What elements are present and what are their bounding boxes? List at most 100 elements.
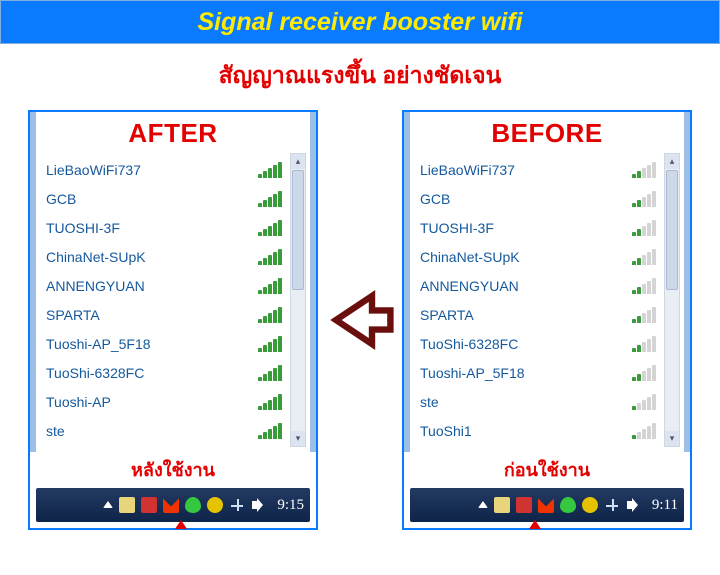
signal-icon [258,365,282,381]
subheading: สัญญาณแรงขึ้น อย่างชัดเจน [0,58,720,94]
network-name: LieBaoWiFi737 [46,162,141,178]
signal-icon [258,220,282,236]
signal-icon [632,423,656,439]
tray-show-hidden-icon[interactable] [478,496,488,508]
after-network-list-area: LieBaoWiFi737 GCB TUOSHI-3F ChinaNet-SUp… [40,153,306,447]
network-name: ANNENGYUAN [46,278,145,294]
signal-icon [258,191,282,207]
signal-icon [258,278,282,294]
network-row[interactable]: SPARTA [44,300,284,329]
network-row[interactable]: ste [44,416,284,445]
before-heading: BEFORE [404,118,690,149]
after-network-list: LieBaoWiFi737 GCB TUOSHI-3F ChinaNet-SUp… [40,153,286,447]
network-name: ChinaNet-SUpK [420,249,520,265]
tray-shield-icon[interactable] [560,497,576,513]
network-row[interactable]: GCB [44,184,284,213]
tray-flag-icon[interactable] [516,497,532,513]
tray-circle-icon[interactable] [207,497,223,513]
network-row[interactable]: Tuoshi-AP_5F18 [418,358,658,387]
tray-network-icon[interactable] [229,497,245,513]
signal-icon [632,365,656,381]
network-row[interactable]: ANNENGYUAN [44,271,284,300]
network-row[interactable]: LieBaoWiFi737 [418,155,658,184]
tray-circle-icon[interactable] [582,497,598,513]
network-row[interactable]: ChinaNet-SUpK [418,242,658,271]
before-popup: BEFORE LieBaoWiFi737 GCB TUOSHI-3F China… [402,110,692,530]
network-row[interactable]: TUOSHI-3F [418,213,658,242]
title-banner: Signal receiver booster wifi [0,0,720,44]
before-caption: ก่อนใช้งาน [404,455,690,484]
network-name: TUOSHI-3F [46,220,120,236]
network-name: Tuoshi-AP_5F18 [46,336,151,352]
tray-explorer-icon[interactable] [494,497,510,513]
network-row[interactable]: TuoShi-6328FC [44,358,284,387]
pointer-arrow-icon [175,514,187,529]
taskbar-before: 9:11 [410,488,684,522]
scrollbar[interactable]: ▴ ▾ [664,153,680,447]
taskbar-after: 9:15 [36,488,310,522]
network-name: GCB [46,191,76,207]
scroll-up-icon[interactable]: ▴ [291,154,305,169]
network-row[interactable]: Tuoshi-AP_5F18 [44,329,284,358]
signal-icon [632,278,656,294]
network-name: ChinaNet-SUpK [46,249,146,265]
signal-icon [632,220,656,236]
network-name: ste [420,394,439,410]
signal-icon [258,394,282,410]
taskbar-clock[interactable]: 9:11 [652,497,678,514]
tray-flag-icon[interactable] [141,497,157,513]
network-row[interactable]: TuoShi-6328FC [418,329,658,358]
taskbar-clock[interactable]: 9:15 [277,497,304,514]
network-row[interactable]: ChinaNet-SUpK [44,242,284,271]
scrollbar[interactable]: ▴ ▾ [290,153,306,447]
network-row[interactable]: TUOSHI-3F [44,213,284,242]
before-network-list: LieBaoWiFi737 GCB TUOSHI-3F ChinaNet-SUp… [414,153,660,447]
network-row[interactable]: ANNENGYUAN [418,271,658,300]
signal-icon [632,162,656,178]
scroll-down-icon[interactable]: ▾ [291,431,305,446]
tray-explorer-icon[interactable] [119,497,135,513]
network-name: SPARTA [420,307,474,323]
network-row[interactable]: ste [418,387,658,416]
network-name: Tuoshi-AP_5F18 [420,365,525,381]
tray-network-icon[interactable] [604,497,620,513]
signal-icon [258,423,282,439]
network-name: LieBaoWiFi737 [420,162,515,178]
network-name: TuoShi-6328FC [420,336,518,352]
signal-icon [258,307,282,323]
network-row[interactable]: SPARTA [418,300,658,329]
network-name: GCB [420,191,450,207]
network-name: TuoShi-6328FC [46,365,144,381]
scroll-down-icon[interactable]: ▾ [665,431,679,446]
signal-icon [632,307,656,323]
after-caption: หลังใช้งาน [30,455,316,484]
after-popup: AFTER LieBaoWiFi737 GCB TUOSHI-3F ChinaN… [28,110,318,530]
comparison-row: AFTER LieBaoWiFi737 GCB TUOSHI-3F ChinaN… [0,110,720,530]
scroll-thumb[interactable] [666,170,678,290]
tray-disabled-icon[interactable] [163,497,179,513]
tray-speaker-icon[interactable] [626,497,642,513]
network-row[interactable]: GCB [418,184,658,213]
network-row[interactable]: Tuoshi-AP [44,387,284,416]
network-name: ANNENGYUAN [420,278,519,294]
tray-speaker-icon[interactable] [251,497,267,513]
signal-icon [632,394,656,410]
signal-icon [258,162,282,178]
signal-icon [258,249,282,265]
tray-disabled-icon[interactable] [538,497,554,513]
tray-shield-icon[interactable] [185,497,201,513]
pointer-arrow-icon [529,514,541,529]
network-row[interactable]: LieBaoWiFi737 [44,155,284,184]
banner-title: Signal receiver booster wifi [197,8,522,37]
scroll-up-icon[interactable]: ▴ [665,154,679,169]
scroll-thumb[interactable] [292,170,304,290]
tray-show-hidden-icon[interactable] [103,496,113,508]
network-row[interactable]: TuoShi1 [418,416,658,445]
signal-icon [632,336,656,352]
signal-icon [258,336,282,352]
network-name: TUOSHI-3F [420,220,494,236]
network-name: Tuoshi-AP [46,394,111,410]
network-name: TuoShi1 [420,423,472,439]
network-name: SPARTA [46,307,100,323]
signal-icon [632,191,656,207]
